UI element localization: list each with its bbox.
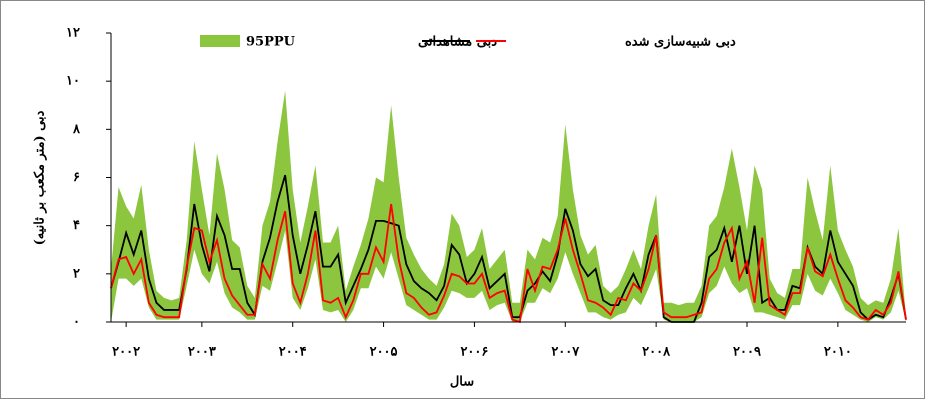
y-tick-label: ۰ [73,315,80,330]
legend-swatch [200,35,240,47]
series-line [110,174,907,323]
x-tick-label: ۲۰۰۶ [460,345,488,360]
y-tick-label: ۶ [73,170,80,185]
series-line [110,203,907,324]
y-axis-title: دبی (متر مکعب بر ثانیه) [33,110,48,245]
x-axis-title: سال [450,375,474,390]
x-tick-label: ۲۰۱۰ [824,345,852,360]
x-tick-label: ۲۰۰۸ [642,345,671,360]
x-tick-label: ۲۰۰۷ [551,345,580,360]
x-tick-label: ۲۰۰۳ [188,345,216,360]
y-tick-label: ۱۰ [66,74,80,89]
x-tick-label: ۲۰۰۴ [279,345,307,360]
legend-label: دبی شبیه‌سازی شده [625,35,736,50]
legend-label: 95PPU [246,35,296,50]
y-tick-label: ۱۲ [66,26,80,41]
x-tick-label: ۲۰۰۲ [112,345,140,360]
y-tick-label: ۸ [72,122,81,137]
y-tick-label: ۲ [73,266,80,281]
x-tick-label: ۲۰۰۹ [733,345,761,360]
y-tick-label: ۴ [73,218,80,233]
x-tick-label: ۲۰۰۵ [370,345,398,360]
